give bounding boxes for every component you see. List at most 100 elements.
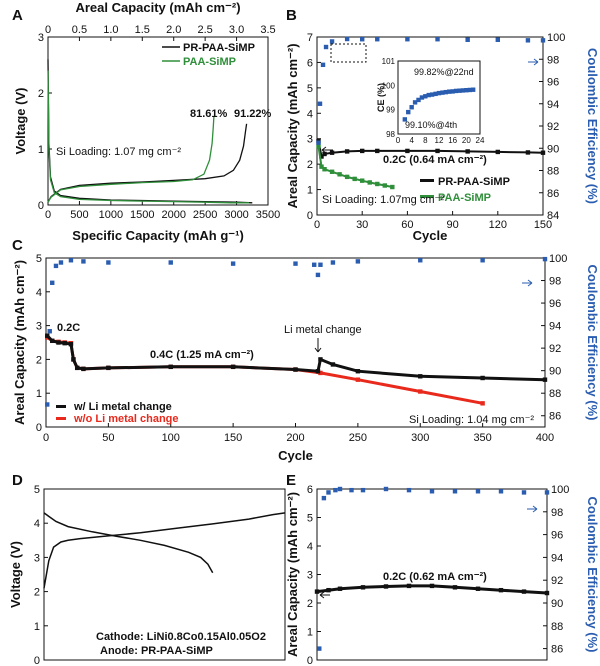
- y-tick-label: 5: [307, 513, 313, 525]
- series-0-line: [46, 334, 546, 382]
- y2-tick-label: 94: [549, 321, 561, 333]
- series-2-point: [47, 329, 52, 334]
- series-0-point: [62, 340, 67, 346]
- inset-point: [460, 88, 466, 93]
- x2-tick-label: 3.0: [229, 24, 244, 36]
- series-1-line: [317, 146, 393, 188]
- y2-tick-label: 100: [551, 484, 569, 496]
- legend-label-1: w/o Li metal change: [73, 413, 179, 425]
- y-tick-label: 3: [36, 321, 42, 333]
- series-0-point: [71, 357, 76, 362]
- series-2-point: [68, 258, 74, 263]
- legend-label-0: PR-PAA-SiMP: [183, 42, 255, 54]
- x-tick-label: 1500: [130, 209, 154, 221]
- inset-point: [464, 88, 469, 93]
- inset-point: [470, 87, 476, 92]
- inset-annotation-22nd: 99.82%@22nd: [414, 67, 474, 77]
- series-0-point: [230, 364, 236, 370]
- series-0-point: [360, 585, 366, 590]
- y2-tick-label: 92: [551, 575, 563, 587]
- y2-tick-label: 88: [549, 388, 561, 400]
- series-2-point: [106, 260, 111, 265]
- arrow-left: [319, 591, 330, 599]
- inset-point: [440, 90, 445, 95]
- y2-tick-label: 86: [547, 188, 559, 200]
- arrow-right: [527, 505, 538, 513]
- legend-label-0: w/ Li metal change: [73, 401, 172, 413]
- y2-tick-label: 86: [549, 411, 561, 423]
- inset-x-tick-label: 20: [462, 136, 471, 145]
- y-tick-label: 6: [307, 57, 313, 69]
- series-2-point: [480, 258, 485, 263]
- y2-tick-label: 98: [549, 276, 561, 288]
- annotation-si-loading: Si Loading: 1.07mg cm⁻²: [322, 194, 444, 206]
- y-tick-label: 3: [34, 552, 40, 564]
- series-0-point: [74, 365, 80, 371]
- y2-tick-label: 96: [547, 77, 559, 89]
- x-tick-label: 300: [411, 432, 429, 444]
- y-tick-label: 3: [307, 570, 313, 582]
- x-tick-label: 150: [224, 432, 242, 444]
- inset-point: [447, 89, 452, 94]
- y-tick-label: 0: [307, 655, 313, 666]
- series-2-point: [168, 260, 173, 265]
- panel-b-inset: 98 99 100 101 0 4 8 12 16 20 24 CE (%) 99.82%@22nd 99…: [330, 43, 485, 145]
- series-1-point: [360, 487, 366, 493]
- x2-tick-label: 1.0: [103, 24, 118, 36]
- series-0-line: [43, 512, 286, 589]
- y2-tick-label: 100: [547, 32, 565, 44]
- y-tick-label: 0: [38, 200, 44, 212]
- y2-tick-label: 84: [547, 210, 559, 222]
- annotation-black-pct: 91.22%: [234, 108, 272, 120]
- legend-swatch-1: [420, 195, 434, 198]
- series-2-point: [58, 260, 64, 265]
- x-tick-label: 200: [286, 432, 304, 444]
- series-1-point: [383, 486, 389, 492]
- y2-tick-label: 92: [547, 121, 559, 133]
- y-tick-label: 5: [307, 83, 313, 95]
- series-2-point: [323, 44, 329, 50]
- x-tick-label: 60: [401, 219, 413, 231]
- series-2-point: [435, 37, 440, 42]
- series-0-point: [337, 586, 343, 591]
- legend-label-0: PR-PAA-SiMP: [438, 176, 510, 188]
- series-0-point: [315, 369, 321, 374]
- series-1-point: [475, 489, 481, 494]
- inset-point: [467, 87, 472, 93]
- y-tick-label: 1: [38, 144, 44, 156]
- y-tick-label: 0: [34, 655, 40, 666]
- series-1-point: [480, 401, 485, 406]
- x-axis-label: Specific Capacity (mAh g⁻¹): [72, 228, 244, 243]
- series-2-point: [53, 263, 59, 269]
- panel-e: E 0 1 2 3 4 5 6 86 88 90 92 94 96 98 100 Areal Capacity …: [285, 472, 600, 666]
- y2-tick-label: 96: [551, 530, 563, 542]
- x-tick-label: 250: [349, 432, 367, 444]
- li-change-arrow: [314, 338, 322, 353]
- series-2-point: [525, 38, 531, 43]
- legend-label-1: PAA-SiMP: [183, 56, 236, 68]
- y2-tick-label: 96: [549, 298, 561, 310]
- y-tick-label: 0: [36, 422, 42, 434]
- series-0-point: [45, 333, 50, 338]
- x2-tick-label: 1.5: [135, 24, 150, 36]
- inset-source-box: [330, 43, 367, 63]
- y-tick-label: 5: [34, 484, 40, 496]
- annotation-anode: Anode: PR-PAA-SiMP: [100, 645, 213, 657]
- series-2-point: [405, 37, 410, 42]
- y-tick-label: 2: [34, 587, 40, 599]
- series-0-point: [498, 587, 504, 593]
- series-2-point: [312, 262, 317, 267]
- series-0-point: [68, 341, 74, 347]
- x-tick-label: 3500: [256, 209, 280, 221]
- y2-tick-label: 98: [551, 507, 563, 519]
- series-0-point: [293, 367, 298, 372]
- y-tick-label: 7: [307, 32, 313, 44]
- annotation-li-change: Li metal change: [284, 324, 362, 336]
- series-0-point: [521, 589, 527, 594]
- y2-tick-label: 94: [551, 552, 563, 564]
- inset-point: [450, 89, 455, 94]
- legend-swatch-1: [56, 417, 66, 420]
- x-tick-label: 100: [162, 432, 180, 444]
- inset-x-tick-label: 24: [476, 136, 485, 145]
